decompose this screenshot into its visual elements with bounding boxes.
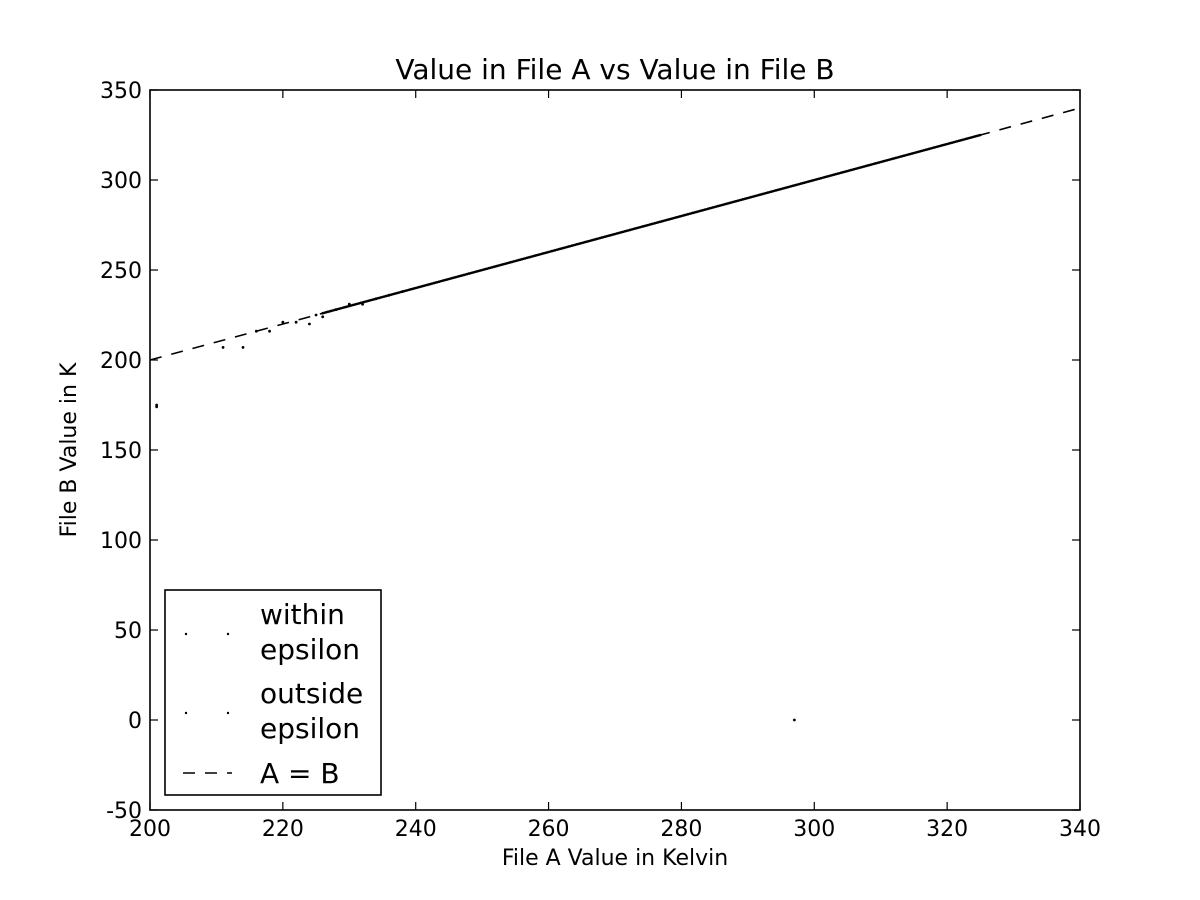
y-tick-label: -50 xyxy=(106,799,142,824)
y-tick-label: 50 xyxy=(114,619,142,644)
data-point-outside-epsilon xyxy=(387,293,391,297)
legend: within epsilon outside epsilon A = B xyxy=(164,589,382,796)
x-tick-label: 340 xyxy=(1059,817,1101,842)
data-point-outside-epsilon xyxy=(374,297,378,301)
y-tick-label: 300 xyxy=(100,169,142,194)
legend-marker-outside xyxy=(226,711,230,715)
x-axis-label: File A Value in Kelvin xyxy=(502,846,728,871)
chart-title: Value in File A vs Value in File B xyxy=(395,53,834,86)
y-tick-label: 350 xyxy=(100,79,142,104)
x-tick-label: 280 xyxy=(660,817,702,842)
series-within-epsilon xyxy=(321,133,982,315)
y-tick-label: 100 xyxy=(100,529,142,554)
legend-label-within-line2: epsilon xyxy=(260,633,360,666)
y-tick-label: 200 xyxy=(100,349,142,374)
data-point-outside-epsilon xyxy=(294,320,298,324)
data-point-outside-epsilon xyxy=(361,302,364,306)
y-axis: -50 0 50 100 150 200 250 300 350 xyxy=(100,79,1080,824)
data-point-outside-epsilon xyxy=(221,346,225,349)
x-axis: 200 220 240 260 280 300 320 340 xyxy=(129,90,1101,842)
data-point-outside-epsilon xyxy=(401,290,404,293)
legend-label-outside-line2: epsilon xyxy=(260,712,360,745)
legend-marker-within xyxy=(226,632,230,636)
data-point-outside-epsilon xyxy=(792,718,796,722)
data-point-outside-epsilon xyxy=(241,346,245,349)
data-point-outside-epsilon xyxy=(281,320,285,324)
data-point-outside-epsilon xyxy=(155,403,159,407)
data-point-outside-epsilon xyxy=(308,322,311,326)
x-tick-label: 220 xyxy=(262,817,304,842)
legend-box xyxy=(164,589,382,796)
x-tick-label: 320 xyxy=(926,817,968,842)
series-outside-epsilon xyxy=(155,290,796,722)
data-point-within-epsilon xyxy=(979,133,982,137)
y-axis-label: File B Value in K xyxy=(57,362,82,537)
legend-label-outside-line1: outside xyxy=(260,677,363,710)
legend-label-a-equals-b: A = B xyxy=(260,757,340,790)
data-point-outside-epsilon xyxy=(334,308,338,311)
x-tick-label: 300 xyxy=(793,817,835,842)
data-point-outside-epsilon xyxy=(254,329,258,333)
y-tick-label: 150 xyxy=(100,439,142,464)
legend-marker-within xyxy=(184,632,188,636)
plot-area xyxy=(149,107,1081,722)
data-point-outside-epsilon xyxy=(347,302,351,306)
y-tick-label: 250 xyxy=(100,259,142,284)
legend-label-within-line1: within xyxy=(260,598,345,631)
x-tick-label: 260 xyxy=(528,817,570,842)
legend-marker-outside xyxy=(184,711,188,715)
y-tick-label: 0 xyxy=(128,709,142,734)
x-tick-label: 240 xyxy=(395,817,437,842)
data-point-outside-epsilon xyxy=(321,315,325,319)
data-point-outside-epsilon xyxy=(268,329,271,333)
x-tick-label: 200 xyxy=(129,817,171,842)
data-point-outside-epsilon xyxy=(314,313,318,317)
